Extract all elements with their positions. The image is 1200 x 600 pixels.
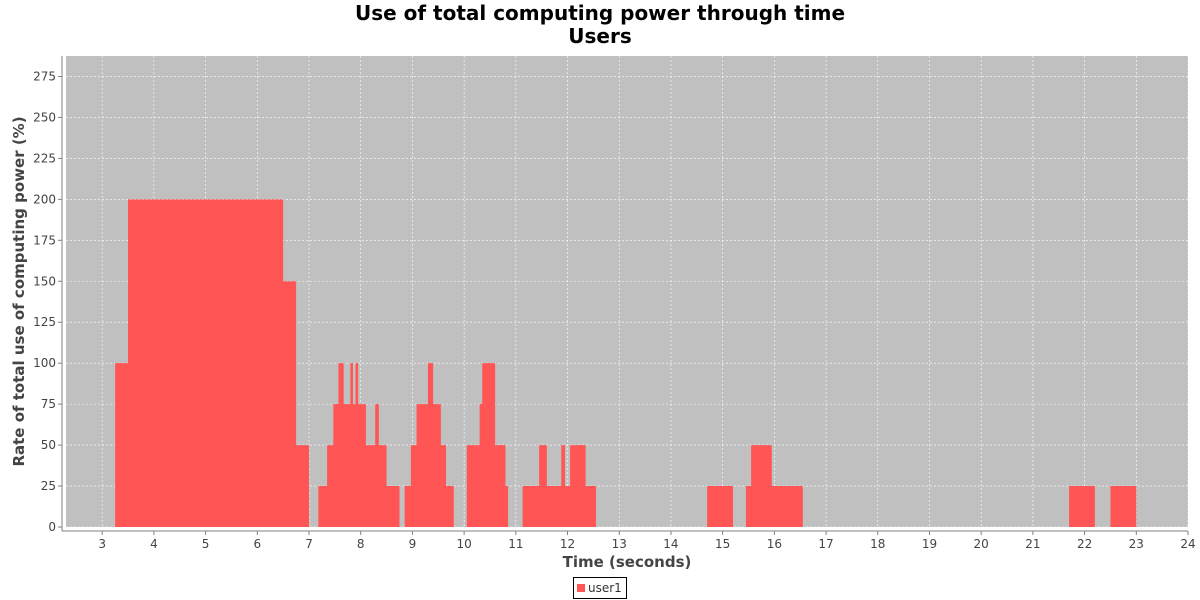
y-axis-ticks: 0 25 50 75 100 125 150 175 200 225 250 275 [33,69,62,534]
y-tick-label: 0 [48,520,56,534]
x-tick-label: 12 [560,537,575,551]
y-tick-label: 200 [33,192,56,206]
x-tick-label: 22 [1077,537,1092,551]
x-axis-ticks: 3 4 5 6 7 8 9 10 11 12 13 14 15 16 17 18 19 20 21 22 23 24 [98,531,1196,551]
x-tick-label: 4 [150,537,158,551]
y-tick-label: 25 [41,479,56,493]
y-tick-label: 50 [41,438,56,452]
y-tick-label: 175 [33,233,56,247]
x-tick-label: 16 [767,537,782,551]
x-tick-label: 24 [1180,537,1195,551]
x-tick-label: 17 [818,537,833,551]
x-tick-label: 9 [409,537,417,551]
y-tick-label: 250 [33,110,56,124]
x-tick-label: 23 [1129,537,1144,551]
x-tick-label: 13 [612,537,627,551]
chart-title: Use of total computing power through tim… [354,1,846,25]
y-tick-label: 275 [33,69,56,83]
y-tick-label: 125 [33,315,56,329]
x-tick-label: 3 [98,537,106,551]
x-tick-label: 20 [974,537,989,551]
chart-subtitle: Users [568,24,632,48]
series-user1-area [115,199,1137,527]
x-tick-label: 11 [508,537,523,551]
x-tick-label: 14 [663,537,678,551]
y-tick-label: 225 [33,151,56,165]
y-axis-label: Rate of total use of computing power (%) [10,116,28,466]
y-tick-label: 100 [33,356,56,370]
x-tick-label: 5 [202,537,210,551]
axes [61,56,1188,532]
legend-label-user1: user1 [588,581,622,595]
x-tick-label: 6 [253,537,261,551]
x-tick-label: 18 [870,537,885,551]
legend: user1 [573,577,627,599]
x-tick-label: 8 [357,537,365,551]
x-tick-label: 10 [456,537,471,551]
legend-swatch-user1 [577,584,585,592]
x-tick-label: 21 [1025,537,1040,551]
x-tick-label: 7 [305,537,313,551]
x-tick-label: 15 [715,537,730,551]
x-tick-label: 19 [922,537,937,551]
y-tick-label: 75 [41,397,56,411]
x-axis-label: Time (seconds) [563,553,692,571]
y-tick-label: 150 [33,274,56,288]
